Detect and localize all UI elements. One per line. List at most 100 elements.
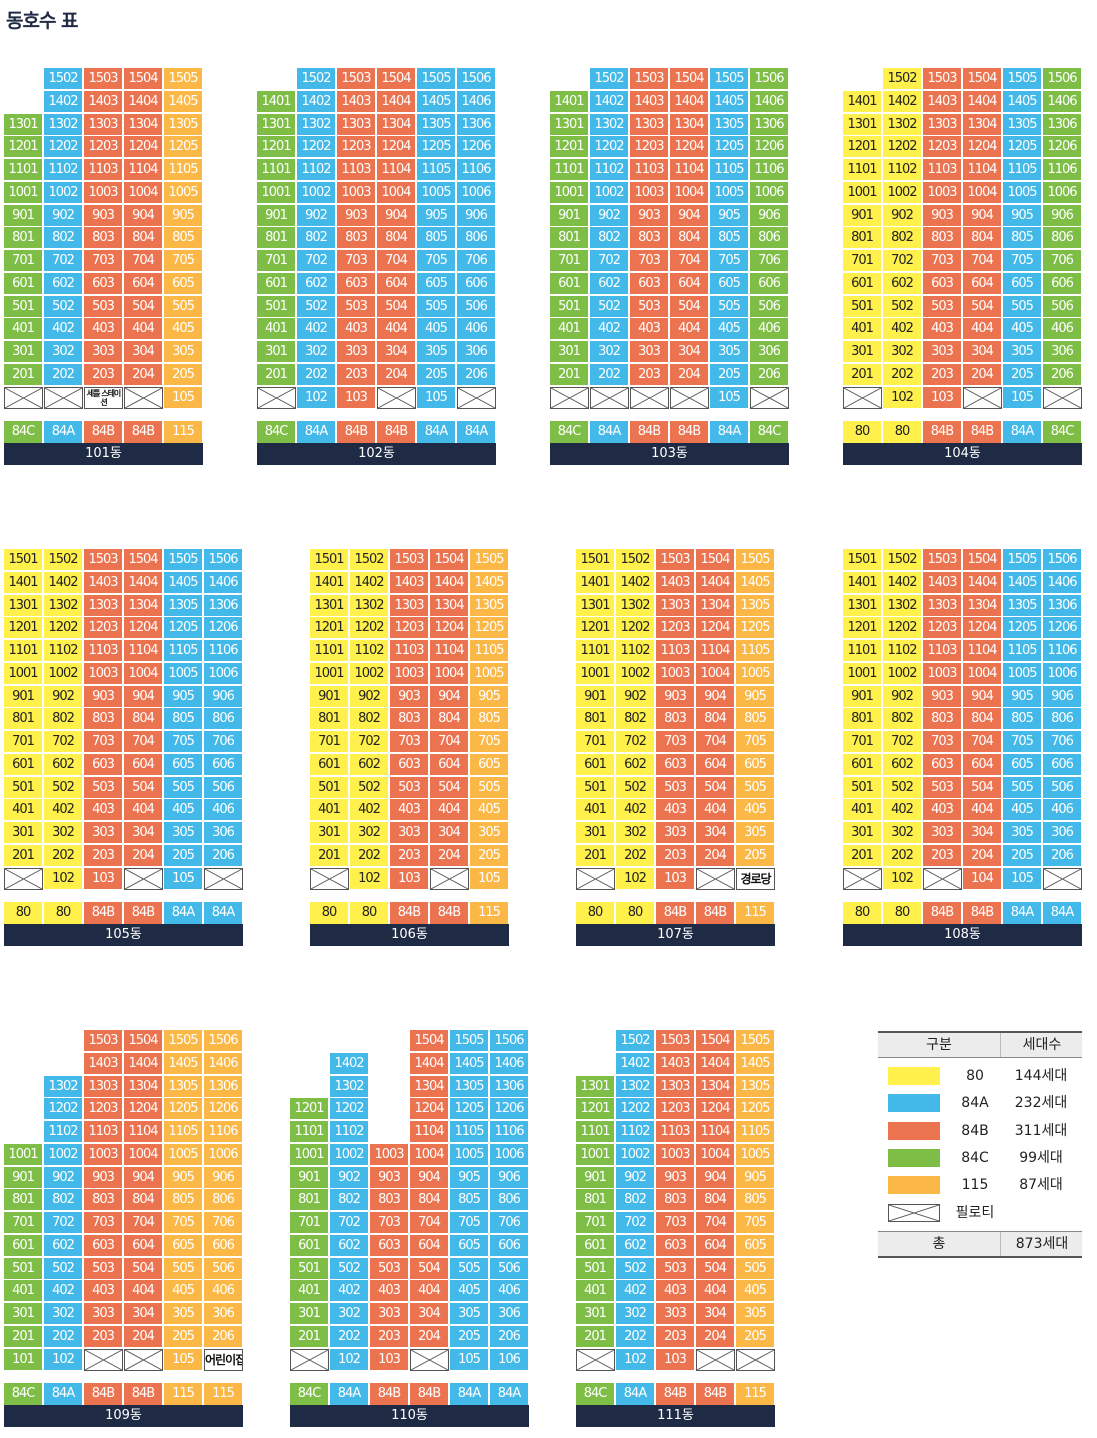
piloti-cell bbox=[124, 867, 163, 890]
unit-cell: 1405 bbox=[1003, 571, 1042, 594]
unit-cell: 302 bbox=[883, 341, 922, 363]
unit-cell: 405 bbox=[164, 1280, 203, 1303]
unit-type-label: 84A bbox=[297, 421, 336, 444]
unit-cell: 903 bbox=[84, 685, 123, 708]
unit-cell: 305 bbox=[1003, 341, 1042, 363]
unit-cell: 401 bbox=[550, 318, 589, 341]
unit-cell: 705 bbox=[1003, 731, 1042, 753]
unit-type-label: 84C bbox=[550, 421, 589, 444]
unit-cell: 1403 bbox=[337, 90, 376, 113]
unit-cell: 1503 bbox=[390, 549, 429, 571]
unit-type-label: 84B bbox=[124, 1383, 163, 1406]
building-name: 110동 bbox=[290, 1405, 529, 1428]
unit-cell: 1404 bbox=[124, 90, 163, 113]
piloti-cell bbox=[670, 386, 709, 409]
unit-cell: 501 bbox=[576, 776, 615, 799]
unit-cell: 505 bbox=[1003, 776, 1042, 799]
unit-type-label: 84A bbox=[44, 1383, 83, 1406]
unit-cell: 1405 bbox=[736, 1052, 775, 1075]
legend-header-type: 구분 bbox=[926, 1037, 952, 1053]
unit-cell: 306 bbox=[1043, 822, 1082, 844]
unit-cell: 701 bbox=[576, 1212, 615, 1234]
unit-cell: 1504 bbox=[377, 68, 416, 90]
unit-cell: 203 bbox=[84, 844, 123, 867]
unit-cell: 1302 bbox=[330, 1075, 369, 1098]
unit-cell: 1004 bbox=[124, 1143, 163, 1166]
unit-cell: 903 bbox=[84, 204, 123, 227]
unit-cell: 1102 bbox=[883, 159, 922, 181]
unit-cell: 1106 bbox=[204, 1121, 243, 1143]
unit-cell: 705 bbox=[450, 1212, 489, 1234]
unit-cell: 1203 bbox=[923, 136, 962, 159]
unit-cell: 505 bbox=[164, 1257, 203, 1280]
unit-cell: 1002 bbox=[616, 662, 655, 685]
unit-cell: 903 bbox=[337, 204, 376, 227]
unit-cell: 605 bbox=[736, 753, 775, 776]
unit-cell: 1504 bbox=[963, 68, 1002, 90]
unit-cell: 1403 bbox=[630, 90, 669, 113]
unit-cell: 1304 bbox=[124, 113, 163, 136]
unit-cell: 204 bbox=[377, 363, 416, 386]
unit-cell: 301 bbox=[550, 341, 589, 363]
unit-cell: 1302 bbox=[883, 594, 922, 617]
legend-total-count: 873세대 bbox=[1000, 1232, 1083, 1256]
unit-cell: 805 bbox=[470, 708, 509, 731]
unit-cell: 1002 bbox=[330, 1143, 369, 1166]
unit-cell: 502 bbox=[330, 1257, 369, 1280]
unit-cell: 1105 bbox=[470, 640, 509, 662]
unit-cell: 502 bbox=[616, 1257, 655, 1280]
unit-cell: 1206 bbox=[750, 136, 789, 159]
unit-cell: 1304 bbox=[410, 1075, 449, 1098]
unit-cell: 301 bbox=[843, 822, 882, 844]
unit-cell: 1302 bbox=[44, 1075, 83, 1098]
unit-cell: 404 bbox=[124, 799, 163, 822]
unit-cell: 1101 bbox=[550, 159, 589, 181]
unit-cell: 1406 bbox=[457, 90, 496, 113]
unit-cell: 1405 bbox=[1003, 90, 1042, 113]
unit-cell: 606 bbox=[457, 272, 496, 295]
unit-cell: 1406 bbox=[750, 90, 789, 113]
unit-cell: 1505 bbox=[164, 549, 203, 571]
unit-cell: 202 bbox=[616, 844, 655, 867]
unit-cell: 304 bbox=[124, 822, 163, 844]
unit-cell: 1206 bbox=[490, 1098, 529, 1121]
unit-cell: 803 bbox=[84, 708, 123, 731]
unit-cell: 1305 bbox=[710, 113, 749, 136]
unit-cell: 705 bbox=[470, 731, 509, 753]
unit-cell: 1103 bbox=[656, 640, 695, 662]
unit-cell: 1106 bbox=[457, 159, 496, 181]
unit-cell: 604 bbox=[410, 1234, 449, 1257]
unit-cell: 1101 bbox=[4, 640, 43, 662]
unit-cell: 1105 bbox=[736, 1121, 775, 1143]
unit-cell: 701 bbox=[310, 731, 349, 753]
unit-cell: 803 bbox=[630, 227, 669, 250]
unit-cell: 505 bbox=[417, 295, 456, 318]
unit-cell: 706 bbox=[204, 1212, 243, 1234]
unit-cell: 604 bbox=[696, 753, 735, 776]
unit-cell: 1304 bbox=[124, 594, 163, 617]
unit-cell: 1101 bbox=[4, 159, 43, 181]
unit-cell: 202 bbox=[616, 1325, 655, 1348]
unit-cell: 1402 bbox=[616, 571, 655, 594]
unit-cell: 1204 bbox=[410, 1098, 449, 1121]
unit-cell: 1303 bbox=[656, 1075, 695, 1098]
unit-cell: 401 bbox=[843, 318, 882, 341]
unit-cell: 702 bbox=[350, 731, 389, 753]
unit-cell: 205 bbox=[164, 844, 203, 867]
unit-cell: 805 bbox=[1003, 227, 1042, 250]
unit-cell: 501 bbox=[550, 295, 589, 318]
unit-cell: 502 bbox=[44, 776, 83, 799]
unit-cell: 302 bbox=[44, 1303, 83, 1325]
unit-cell: 1003 bbox=[390, 662, 429, 685]
unit-cell: 806 bbox=[1043, 708, 1082, 731]
unit-cell: 601 bbox=[550, 272, 589, 295]
unit-cell: 503 bbox=[390, 776, 429, 799]
unit-cell: 1202 bbox=[883, 136, 922, 159]
unit-cell: 804 bbox=[963, 708, 1002, 731]
unit-cell: 504 bbox=[124, 295, 163, 318]
unit-cell: 1101 bbox=[257, 159, 296, 181]
unit-cell: 1002 bbox=[44, 181, 83, 204]
unit-cell: 505 bbox=[450, 1257, 489, 1280]
unit-cell: 804 bbox=[124, 227, 163, 250]
piloti-cell bbox=[843, 867, 882, 890]
